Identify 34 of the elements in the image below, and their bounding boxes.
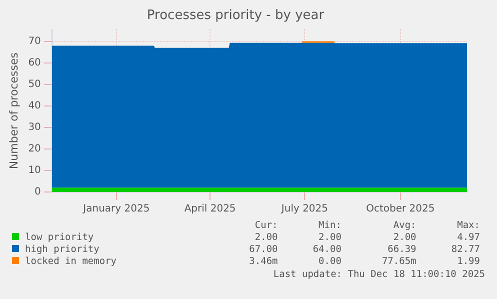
y-tick-label: 10 — [28, 165, 41, 176]
y-tick-label: 70 — [28, 36, 41, 48]
x-tick-label: January 2025 — [82, 204, 150, 215]
text: 4.97 — [456, 232, 481, 244]
text: 2.00 — [254, 232, 279, 244]
text: 0.00 — [318, 256, 342, 268]
y-tick-label: 50 — [28, 79, 41, 90]
legend-label: low priority — [24, 232, 95, 244]
legend-label: locked in memory — [24, 256, 118, 268]
chart-title: Processes priority - by year — [146, 8, 325, 24]
y-tick-label: 40 — [28, 100, 41, 112]
text: Avg: — [392, 220, 418, 232]
text: Cur: — [254, 220, 279, 232]
y-axis-title: Number of processes — [7, 52, 20, 170]
text: 82.77 — [450, 244, 481, 256]
text: 1.99 — [456, 256, 481, 268]
text: 3.46m — [248, 256, 279, 268]
legend-label: high priority — [24, 244, 100, 256]
text: 77.65m — [380, 256, 418, 268]
y-tick-label: 60 — [28, 58, 41, 69]
text: 67.00 — [248, 244, 279, 256]
text: 66.39 — [386, 244, 418, 256]
text: 2.00 — [392, 232, 418, 244]
y-tick-label: 0 — [34, 186, 41, 198]
y-tick-label: 20 — [28, 144, 41, 155]
text: Max: — [456, 220, 481, 232]
text: 2.00 — [318, 232, 342, 244]
text: Min: — [318, 220, 342, 232]
text: Last update: Thu Dec 18 11:00:10 2025 — [273, 269, 485, 280]
x-tick-label: July 2025 — [280, 204, 328, 215]
y-tick-label: 30 — [28, 122, 41, 134]
text: 64.00 — [312, 244, 342, 256]
x-tick-label: April 2025 — [184, 204, 236, 215]
x-tick-label: October 2025 — [366, 204, 435, 215]
